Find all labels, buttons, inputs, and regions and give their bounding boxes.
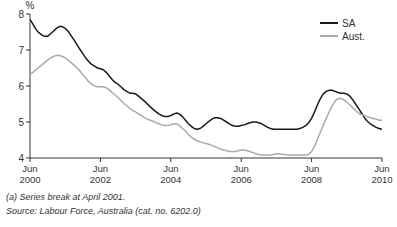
x-tick-label-line: 2008 <box>301 174 322 185</box>
x-tick-label: Jun2000 <box>19 163 40 185</box>
x-tick <box>311 158 312 162</box>
x-tick-label-line: 2000 <box>19 174 40 185</box>
x-tick-label-line: Jun <box>93 163 108 174</box>
legend: SA Aust. <box>320 18 365 42</box>
y-tick-label: 6 <box>18 81 24 92</box>
y-tick <box>26 122 30 123</box>
legend-label: SA <box>342 18 356 29</box>
x-tick-label: Jun2006 <box>231 163 252 185</box>
x-tick-label-line: Jun <box>22 163 37 174</box>
x-tick-label: Jun2004 <box>160 163 181 185</box>
x-tick-label-line: 2002 <box>90 174 111 185</box>
y-tick <box>26 86 30 87</box>
y-tick <box>26 14 30 15</box>
y-tick-label: 8 <box>18 9 24 20</box>
chart: 45678%Jun2000Jun2002Jun2004Jun2006Jun200… <box>0 0 397 227</box>
footnote: Source: Labour Force, Australia (cat. no… <box>6 206 201 216</box>
y-tick-label: 4 <box>18 153 24 164</box>
y-axis-label: % <box>26 0 35 11</box>
x-tick <box>30 158 31 162</box>
x-tick-label: Jun2010 <box>371 163 392 185</box>
y-tick <box>26 158 30 159</box>
x-tick-label-line: Jun <box>374 163 389 174</box>
legend-label: Aust. <box>342 31 365 42</box>
x-tick-label-line: Jun <box>234 163 249 174</box>
x-tick <box>170 158 171 162</box>
x-tick <box>382 158 383 162</box>
x-tick-label-line: 2006 <box>231 174 252 185</box>
y-tick-label: 7 <box>18 45 24 56</box>
y-tick <box>26 50 30 51</box>
x-axis-line <box>30 158 382 159</box>
legend-swatch <box>320 35 338 37</box>
x-tick-label-line: Jun <box>163 163 178 174</box>
x-tick-label-line: 2004 <box>160 174 181 185</box>
lines <box>30 19 382 155</box>
x-tick <box>100 158 101 162</box>
series-line <box>30 55 382 155</box>
footnote: (a) Series break at April 2001. <box>6 192 125 202</box>
x-tick-label-line: 2010 <box>371 174 392 185</box>
legend-swatch <box>320 22 338 24</box>
x-tick-label: Jun2002 <box>90 163 111 185</box>
y-tick-label: 5 <box>18 117 24 128</box>
x-tick-label-line: Jun <box>304 163 319 174</box>
x-tick-label: Jun2008 <box>301 163 322 185</box>
x-tick <box>241 158 242 162</box>
